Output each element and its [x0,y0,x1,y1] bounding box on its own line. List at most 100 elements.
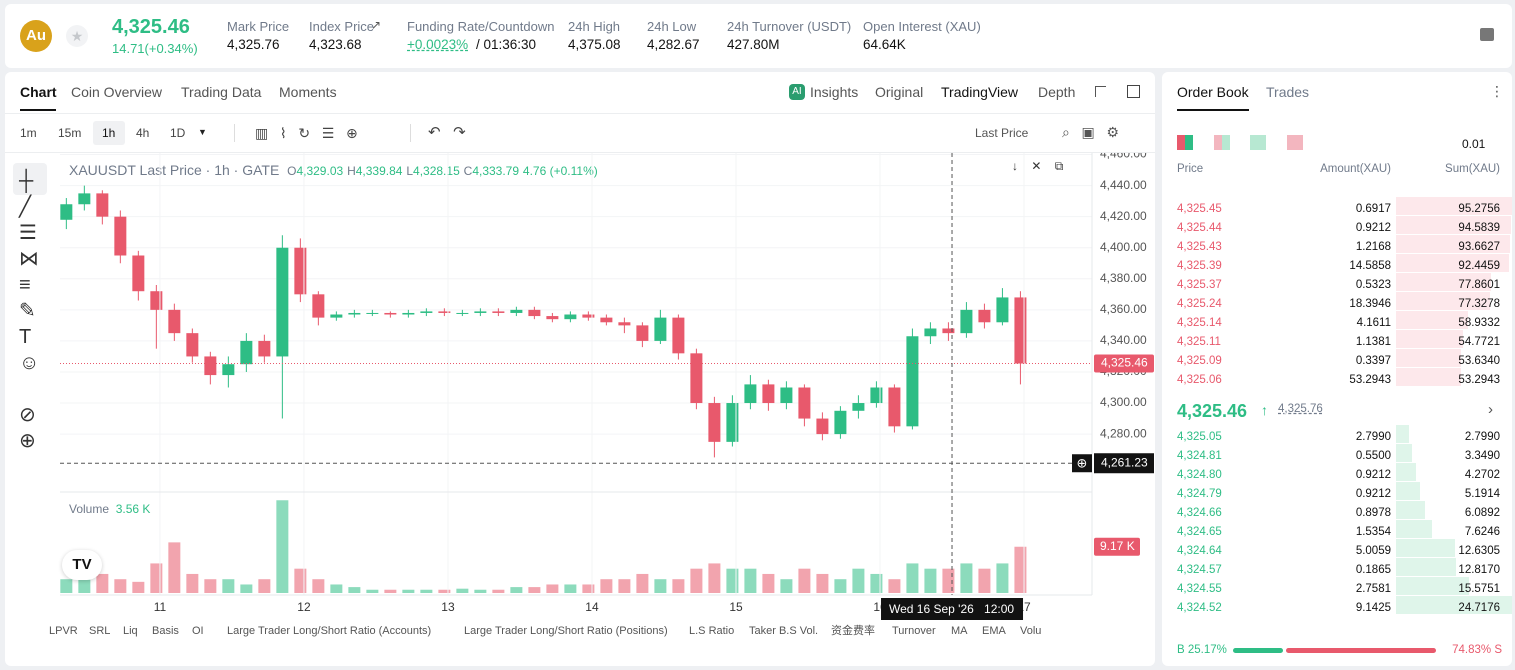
ob-tab[interactable]: Order Book [1177,84,1249,100]
ob-price: 4,325.39 [1177,260,1222,272]
interval[interactable]: 1m [20,126,37,140]
depth-bar [1396,368,1461,386]
legend-title: XAUUSDT Last Price · 1h · GATE [69,162,280,178]
tool-icons[interactable]: ⌕ ▣ ⚙ [1062,124,1119,140]
indicator[interactable]: Large Trader Long/Short Ratio (Accounts) [227,625,432,637]
dropdown-caret[interactable]: ▼ [198,127,207,137]
ob-sum: 58.9332 [1458,317,1500,329]
view-tab[interactable]: Depth [1038,84,1076,100]
tab[interactable]: Trading Data [181,84,262,100]
depth-bar [1396,482,1421,500]
view-tab[interactable]: TradingView [941,84,1019,100]
ob-price: 4,325.06 [1177,374,1222,386]
view-tab[interactable]: Insights [810,84,859,100]
ob-sum: 92.4459 [1458,260,1500,272]
interval[interactable]: 15m [58,126,82,140]
view-tab[interactable]: Original [875,84,924,100]
depth-bar [1396,349,1462,367]
tv-logo[interactable]: TV [62,550,102,580]
stat-value: 4,282.67 [647,37,700,52]
interval[interactable]: 1h [102,126,116,140]
indicator[interactable]: EMA [982,625,1006,637]
depth-bar [1396,235,1511,253]
more-icon[interactable]: ⋮ [1490,83,1504,99]
ob-price: 4,325.24 [1177,298,1222,310]
depth-bar [1396,216,1512,234]
indicator[interactable]: Basis [152,625,179,637]
indicator[interactable]: Large Trader Long/Short Ratio (Positions… [464,625,668,637]
indicator[interactable]: OI [192,625,204,637]
interval[interactable]: 4h [136,126,150,140]
ob-amount: 1.5354 [1355,526,1391,538]
stat-label: Mark Price [227,19,290,34]
stat-value: 4,325.76 [227,37,280,52]
indicator[interactable]: MA [951,625,968,637]
legend-open: 4,329.03 [296,164,344,178]
toolbar-icons[interactable]: ▥ ⌇ ↻ ☰ ⊕ [255,125,358,141]
indicator[interactable]: Volu [1020,625,1042,637]
depth-bar [1396,292,1491,310]
drawing-tools[interactable]: ┼ ╱ ☰ ⋈ ≡ ✎ T ☺ ⊘ ⊕ [19,170,40,452]
ob-price: 4,325.05 [1177,431,1222,443]
favorite-star[interactable]: ★ [66,25,88,47]
ob-price: 4,324.52 [1177,602,1222,614]
indicator[interactable]: SRL [89,625,111,637]
indicator[interactable]: Taker B.S Vol. [749,625,819,637]
ob-precision[interactable]: 0.01 [1462,137,1486,151]
indicator[interactable]: 资金费率 [831,625,875,637]
ob-view-both[interactable] [1177,135,1193,150]
ob-amount: 1.1381 [1355,336,1391,348]
price-change: 14.71(+0.34%) [112,41,198,56]
divider [234,124,235,142]
tab[interactable]: Coin Overview [71,84,163,100]
volume-value: 3.56 K [115,502,151,516]
ob-view-asks[interactable] [1287,135,1303,150]
volume-label: Volume [69,502,110,516]
window-icon[interactable] [1127,85,1140,98]
chart-controls[interactable]: ↓ ✕ ⧉ [1012,159,1064,173]
indicator[interactable]: Turnover [892,625,936,637]
depth-bar [1396,311,1468,329]
ob-amount: 0.8978 [1355,507,1391,519]
depth-bar [1396,273,1491,291]
ob-price: 4,325.14 [1177,317,1222,329]
ob-sum: 77.3278 [1458,298,1500,310]
ob-price: 4,324.55 [1177,583,1222,595]
depth-bar [1396,463,1417,481]
ob-amount: 0.6917 [1355,203,1391,215]
ob-price: 4,324.65 [1177,526,1222,538]
indicator[interactable]: LPVR [49,625,78,637]
ob-price: 4,325.09 [1177,355,1222,367]
price-type[interactable]: Last Price [975,126,1029,140]
ob-chevron[interactable]: › [1488,401,1493,418]
tool-selected[interactable] [13,163,47,195]
stat-value: 4,375.08 [568,37,621,52]
ob-col: Amount(XAU) [1320,163,1391,175]
buy-ratio: 25.17% [1187,644,1227,656]
ob-sum: 6.0892 [1464,507,1500,519]
layout-icon[interactable] [1480,28,1494,41]
ob-tab[interactable]: Trades [1266,84,1310,100]
expand-icon[interactable] [1095,86,1106,97]
stat-label: Index Price [309,19,375,34]
divider [5,113,1155,114]
header-panel [5,4,1512,68]
chart-legend: XAUUSDT Last Price · 1h · GATE O4,329.03… [69,162,598,178]
tab[interactable]: Moments [279,84,337,100]
interval[interactable]: 1D [170,126,186,140]
ai-icon: AI [789,84,805,100]
depth-bar [1396,197,1512,215]
indicator[interactable]: Liq [123,625,138,637]
interval-highlight [93,121,125,145]
divider [410,124,411,142]
ob-price: 4,325.44 [1177,222,1222,234]
depth-bar [1396,577,1470,595]
ob-sum: 7.6246 [1464,526,1500,538]
ob-mid-price: 4,325.46 [1177,401,1248,421]
indicator[interactable]: L.S Ratio [689,625,735,637]
ob-sum: 2.7990 [1464,431,1500,443]
undo-redo[interactable]: ↶ ↷ [428,124,466,141]
ob-view[interactable] [1214,135,1230,150]
tab[interactable]: Chart [20,84,57,100]
ob-view-bids[interactable] [1250,135,1266,150]
